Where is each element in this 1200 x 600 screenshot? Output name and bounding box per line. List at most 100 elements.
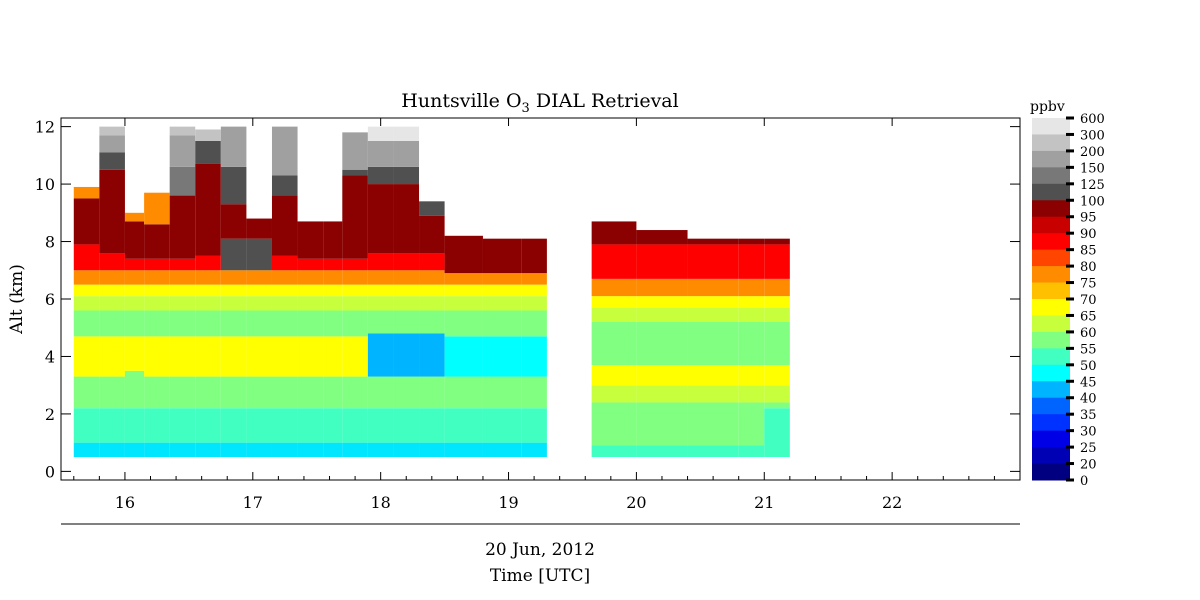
heatmap-cell (444, 408, 483, 443)
heatmap-cell (521, 408, 547, 443)
heatmap-cell (591, 278, 637, 297)
heatmap-cell (169, 310, 196, 337)
colorbar-label: 75 (1080, 277, 1097, 292)
heatmap-cell (342, 310, 368, 337)
heatmap-cell (195, 284, 221, 297)
heatmap-cell (323, 270, 343, 285)
heatmap-cell (764, 278, 790, 297)
heatmap-cell (738, 445, 765, 458)
heatmap-cell (297, 258, 324, 271)
heatmap-cell (297, 408, 324, 443)
heatmap-cell (144, 376, 170, 409)
heatmap-cell (482, 442, 522, 458)
heatmap-cell (591, 321, 637, 366)
heatmap-cell (124, 408, 145, 443)
heatmap-cell (144, 310, 170, 337)
heatmap-cell (342, 132, 368, 170)
heatmap-cell (271, 310, 298, 337)
heatmap-cell (99, 169, 125, 254)
heatmap-cell (636, 385, 688, 403)
y-tick-label: 12 (35, 118, 55, 137)
chart-title: Huntsville O3 DIAL Retrieval (401, 90, 678, 116)
heatmap-cell (342, 284, 368, 297)
colorbar-label: 600 (1080, 112, 1105, 127)
x-axis-date: 20 Jun, 2012 (485, 540, 595, 560)
heatmap-cell (367, 442, 394, 458)
heatmap-cell (246, 336, 272, 377)
heatmap-cell (169, 408, 196, 443)
heatmap-cell (444, 235, 483, 274)
heatmap-cell (393, 270, 420, 285)
heatmap-cell (323, 221, 343, 259)
heatmap-cell (73, 376, 100, 409)
heatmap-cell (482, 310, 522, 337)
heatmap-cell (419, 296, 445, 311)
heatmap-cell (764, 321, 790, 366)
colorbar-label: 35 (1080, 408, 1097, 423)
heatmap-cell (144, 270, 170, 285)
colorbar-swatch (1032, 447, 1070, 465)
heatmap-cell (764, 238, 790, 245)
heatmap-cell (419, 253, 445, 271)
heatmap-cell (271, 126, 298, 176)
colorbar-swatch (1032, 282, 1070, 300)
heatmap-cell (419, 270, 445, 285)
colorbar-swatch (1032, 364, 1070, 382)
heatmap-cell (195, 129, 221, 141)
colorbar-label: 65 (1080, 309, 1097, 324)
heatmap-cell (342, 258, 368, 271)
heatmap-cell (297, 284, 324, 297)
heatmap-cell (297, 310, 324, 337)
heatmap-cell (738, 402, 765, 446)
heatmap-cell (591, 445, 637, 458)
heatmap-cell (220, 270, 247, 285)
heatmap-cell (738, 321, 765, 366)
colorbar-unit: ppbv (1030, 99, 1065, 115)
heatmap-cell (367, 140, 394, 167)
colorbar-swatch (1032, 118, 1070, 135)
heatmap-cell (99, 442, 125, 458)
heatmap-cell (591, 296, 637, 308)
heatmap-cell (636, 445, 688, 458)
heatmap-cell (220, 204, 247, 239)
heatmap-cell (393, 442, 420, 458)
heatmap-cell (367, 310, 394, 334)
heatmap-cell (367, 270, 394, 285)
heatmap-cell (195, 140, 221, 164)
heatmap-cell (169, 195, 196, 259)
colorbar-swatch (1032, 463, 1070, 481)
heatmap-cell (323, 296, 343, 311)
heatmap-cell (482, 238, 522, 274)
heatmap-cell (271, 175, 298, 196)
heatmap-cell (419, 284, 445, 297)
heatmap-cell (124, 212, 145, 222)
heatmap-cell (482, 273, 522, 285)
colorbar-label: 20 (1080, 458, 1097, 473)
heatmap-cell (342, 336, 368, 377)
colorbar: 6003002001501251009590858075706560555045… (1032, 112, 1105, 489)
heatmap-cell (444, 442, 483, 458)
heatmap-cell (444, 296, 483, 311)
colorbar-swatch (1032, 397, 1070, 415)
heatmap-cell (393, 253, 420, 271)
colorbar-label: 0 (1080, 474, 1088, 489)
heatmap-cell (169, 336, 196, 377)
heatmap-cell (124, 270, 145, 285)
heatmap-cell (419, 408, 445, 443)
heatmap-cell (393, 126, 420, 141)
heatmap-cell (73, 310, 100, 337)
colorbar-swatch (1032, 167, 1070, 185)
heatmap-cell (323, 284, 343, 297)
heatmap-cell (636, 307, 688, 322)
colorbar-swatch (1032, 183, 1070, 201)
heatmap-cell (393, 408, 420, 443)
heatmap-cell (367, 126, 394, 141)
heatmap-cell (687, 238, 739, 245)
heatmap-cell (144, 296, 170, 311)
heatmap-cell (220, 238, 247, 271)
heatmap-cell (482, 408, 522, 443)
heatmap-cell (246, 442, 272, 458)
heatmap-cell (169, 442, 196, 458)
heatmap-cell (99, 270, 125, 285)
heatmap-cell (521, 442, 547, 458)
